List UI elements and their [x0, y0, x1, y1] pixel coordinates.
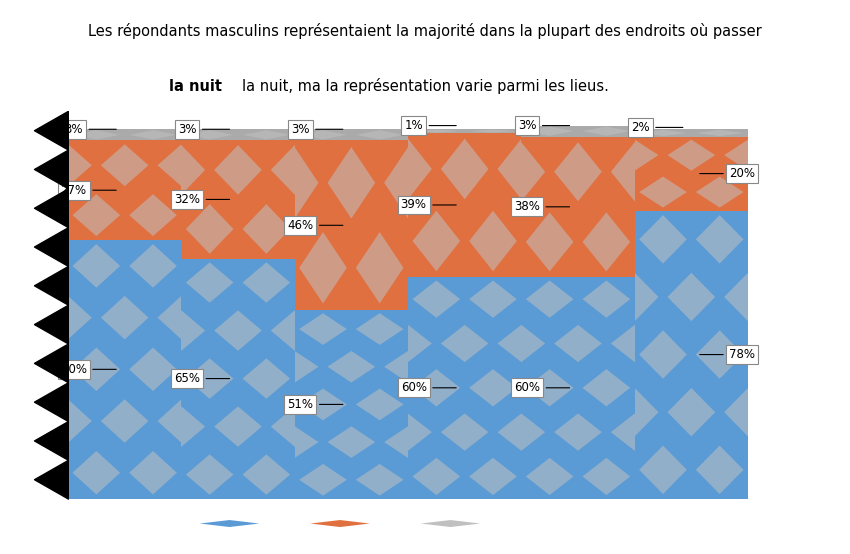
Text: 38%: 38%	[514, 201, 570, 213]
Bar	[181, 259, 295, 499]
Text: 2%: 2%	[631, 121, 683, 134]
Bar	[295, 310, 408, 499]
Text: 60%: 60%	[514, 381, 570, 394]
Bar	[408, 129, 521, 133]
Bar	[635, 129, 748, 137]
Bar	[635, 211, 748, 499]
Text: 3%: 3%	[65, 123, 116, 136]
Text: 3%: 3%	[291, 123, 343, 136]
Text: 51%: 51%	[287, 398, 343, 411]
Text: 20%: 20%	[700, 167, 756, 180]
Bar	[68, 240, 181, 499]
Text: la nuit, ma la représentation varie parmi les lieus.: la nuit, ma la représentation varie parm…	[241, 79, 609, 94]
Bar	[68, 140, 181, 240]
Text: 3%: 3%	[518, 119, 570, 132]
Text: 27%: 27%	[60, 184, 116, 197]
Bar	[181, 129, 295, 140]
Text: 39%: 39%	[400, 198, 456, 212]
Text: la nuit: la nuit	[168, 79, 222, 94]
Bar	[295, 129, 408, 140]
Bar	[521, 277, 635, 499]
Bar	[295, 140, 408, 310]
Text: 70%: 70%	[60, 363, 116, 376]
Text: 1%: 1%	[405, 119, 456, 132]
Text: 60%: 60%	[400, 381, 456, 394]
Text: 32%: 32%	[174, 193, 230, 206]
Bar	[635, 137, 748, 211]
Bar	[408, 133, 521, 277]
Polygon shape	[200, 520, 259, 527]
Bar	[521, 126, 635, 137]
Polygon shape	[310, 520, 370, 527]
Bar	[181, 140, 295, 259]
Polygon shape	[421, 520, 480, 527]
Bar	[68, 129, 181, 140]
Text: Les répondants masculins représentaient la majorité dans la plupart des endroits: Les répondants masculins représentaient …	[88, 23, 762, 39]
Text: 65%: 65%	[174, 372, 230, 385]
Text: 46%: 46%	[287, 219, 343, 232]
Bar	[408, 277, 521, 499]
Text: 78%: 78%	[700, 348, 756, 361]
Text: 3%: 3%	[178, 123, 230, 136]
Bar	[521, 137, 635, 277]
